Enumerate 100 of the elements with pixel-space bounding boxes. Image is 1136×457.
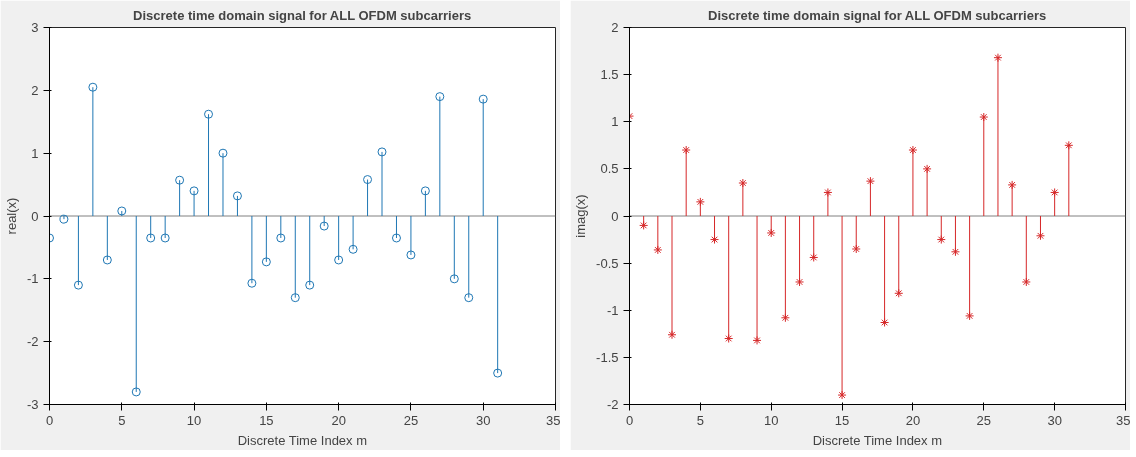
point <box>305 280 315 290</box>
point <box>232 191 242 201</box>
y-tick-label: -3 <box>26 397 39 412</box>
point <box>766 228 776 238</box>
point <box>865 176 875 186</box>
x-tick-label: 25 <box>976 412 992 428</box>
point <box>993 53 1003 63</box>
y-tick-label: 3 <box>31 20 39 35</box>
point <box>131 387 141 397</box>
point <box>936 235 946 245</box>
point <box>204 109 214 119</box>
point <box>406 250 416 260</box>
x-tick-label: 30 <box>475 412 491 428</box>
y-tick-label: -1 <box>606 302 619 318</box>
point <box>851 244 861 254</box>
point <box>420 186 430 196</box>
y-tick-label: 1 <box>611 114 619 130</box>
point <box>837 390 847 400</box>
point <box>965 311 975 321</box>
point <box>1035 231 1045 241</box>
point <box>823 187 833 197</box>
y-tick-label: 0 <box>611 208 619 224</box>
point <box>724 334 734 344</box>
point <box>1064 140 1074 150</box>
point <box>363 175 373 185</box>
point <box>73 280 83 290</box>
x-tick-label: 30 <box>1047 412 1062 428</box>
point <box>160 233 170 243</box>
point <box>334 255 344 265</box>
x-axis-title: Discrete Time Index m <box>237 432 368 448</box>
point <box>922 164 932 174</box>
point <box>59 214 69 224</box>
point <box>653 245 663 255</box>
point <box>117 206 127 216</box>
y-tick-label: 1.5 <box>600 67 619 83</box>
point <box>710 235 720 245</box>
point <box>908 145 918 155</box>
chart-title: Discrete time domain signal for ALL OFDM subcarriers <box>708 7 1047 23</box>
point <box>950 247 960 257</box>
point <box>639 220 649 230</box>
point <box>1021 277 1031 287</box>
point <box>464 293 474 303</box>
point <box>218 148 228 158</box>
point <box>1007 180 1017 190</box>
chart-title: Discrete time domain signal for ALL OFDM subcarriers <box>133 7 472 23</box>
x-tick-label: 5 <box>118 412 126 428</box>
x-tick-label: 25 <box>403 412 419 428</box>
point <box>348 244 358 254</box>
point <box>319 221 329 231</box>
point <box>1050 187 1060 197</box>
point <box>752 335 762 345</box>
y-tick-label: -1.5 <box>596 349 619 365</box>
point <box>681 145 691 155</box>
x-tick-label: 5 <box>696 412 704 428</box>
x-tick-label: 20 <box>331 412 346 428</box>
point <box>391 233 401 243</box>
y-axis-title: real(x) <box>3 197 19 235</box>
point <box>493 368 503 378</box>
point <box>435 92 445 102</box>
y-tick-label: -2 <box>26 334 39 350</box>
y-tick-label: 1 <box>31 145 39 161</box>
y-tick-label: 0 <box>31 208 39 224</box>
y-tick-label: -0.5 <box>596 255 619 271</box>
y-tick-label: -2 <box>606 397 619 412</box>
point <box>88 82 98 92</box>
x-tick-label: 10 <box>763 412 779 428</box>
point <box>146 233 156 243</box>
point <box>290 293 300 303</box>
point <box>449 274 459 284</box>
point <box>261 257 271 267</box>
point <box>276 233 286 243</box>
point <box>795 277 805 287</box>
point <box>175 175 185 185</box>
y-tick-label: 2 <box>31 82 39 98</box>
x-tick-label: 15 <box>834 412 850 428</box>
x-tick-label: 35 <box>546 412 561 428</box>
x-axis-title: Discrete Time Index m <box>812 432 943 448</box>
y-tick-label: 2 <box>611 20 619 35</box>
x-tick-label: 0 <box>625 412 634 428</box>
x-tick-label: 10 <box>186 412 202 428</box>
y-axis-title: imag(x) <box>573 194 589 238</box>
point <box>247 278 257 288</box>
point <box>102 255 112 265</box>
point <box>377 147 387 157</box>
point <box>738 178 748 188</box>
x-tick-label: 20 <box>905 412 921 428</box>
point <box>478 94 488 104</box>
point <box>667 330 677 340</box>
y-tick-label: 0.5 <box>600 161 619 177</box>
point <box>880 318 890 327</box>
point <box>780 313 790 323</box>
x-tick-label: 15 <box>259 412 274 428</box>
point <box>189 186 199 196</box>
point <box>979 112 989 122</box>
x-tick-label: 0 <box>45 412 54 428</box>
x-tick-label: 35 <box>1116 412 1131 428</box>
point <box>894 288 904 298</box>
point <box>695 197 705 207</box>
y-tick-label: -1 <box>26 271 39 287</box>
point <box>809 252 819 262</box>
